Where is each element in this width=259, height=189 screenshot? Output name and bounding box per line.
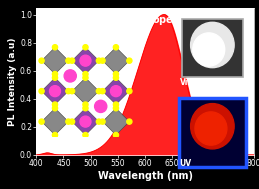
- Circle shape: [113, 75, 119, 80]
- Circle shape: [191, 104, 234, 149]
- Circle shape: [100, 58, 105, 63]
- Circle shape: [96, 119, 102, 124]
- Circle shape: [113, 106, 119, 111]
- Circle shape: [83, 45, 88, 50]
- X-axis label: Wavelength (nm): Wavelength (nm): [98, 171, 192, 181]
- Circle shape: [100, 119, 105, 124]
- Circle shape: [193, 33, 225, 66]
- Circle shape: [83, 106, 88, 111]
- Circle shape: [52, 106, 57, 111]
- Circle shape: [113, 102, 119, 107]
- Polygon shape: [103, 78, 129, 105]
- Circle shape: [113, 132, 119, 138]
- Text: Mn$^{2+}$ doped Cs$_2$AgInCl$_6$: Mn$^{2+}$ doped Cs$_2$AgInCl$_6$: [112, 12, 242, 28]
- Circle shape: [52, 45, 57, 50]
- FancyBboxPatch shape: [179, 98, 246, 167]
- Circle shape: [39, 119, 44, 124]
- Circle shape: [83, 132, 88, 138]
- Circle shape: [80, 116, 91, 127]
- Text: Vis: Vis: [180, 77, 193, 87]
- Polygon shape: [72, 108, 99, 135]
- FancyBboxPatch shape: [182, 19, 243, 77]
- Circle shape: [39, 58, 44, 63]
- Circle shape: [80, 55, 91, 66]
- Circle shape: [83, 75, 88, 80]
- Circle shape: [83, 102, 88, 107]
- Circle shape: [69, 58, 75, 63]
- Circle shape: [52, 71, 57, 77]
- Circle shape: [69, 119, 75, 124]
- Circle shape: [52, 102, 57, 107]
- Circle shape: [95, 100, 107, 112]
- Circle shape: [66, 89, 71, 94]
- Circle shape: [127, 58, 132, 63]
- Polygon shape: [103, 108, 129, 135]
- Circle shape: [96, 58, 102, 63]
- Circle shape: [195, 112, 227, 145]
- Circle shape: [110, 86, 121, 97]
- Circle shape: [113, 45, 119, 50]
- Circle shape: [66, 119, 71, 124]
- Circle shape: [127, 119, 132, 124]
- Polygon shape: [72, 47, 99, 74]
- Circle shape: [127, 89, 132, 94]
- Circle shape: [49, 86, 61, 97]
- Polygon shape: [42, 78, 68, 105]
- Circle shape: [39, 89, 44, 94]
- Text: UV: UV: [180, 159, 192, 168]
- Circle shape: [52, 132, 57, 138]
- Polygon shape: [103, 47, 129, 74]
- Circle shape: [69, 89, 75, 94]
- Circle shape: [191, 22, 234, 68]
- Circle shape: [52, 75, 57, 80]
- Polygon shape: [42, 108, 68, 135]
- Circle shape: [66, 58, 71, 63]
- Circle shape: [83, 71, 88, 77]
- Circle shape: [96, 89, 102, 94]
- Circle shape: [100, 89, 105, 94]
- Circle shape: [113, 71, 119, 77]
- Polygon shape: [42, 47, 68, 74]
- Polygon shape: [72, 78, 99, 105]
- Y-axis label: PL Intensity (a.u): PL Intensity (a.u): [8, 37, 17, 125]
- Circle shape: [64, 70, 76, 82]
